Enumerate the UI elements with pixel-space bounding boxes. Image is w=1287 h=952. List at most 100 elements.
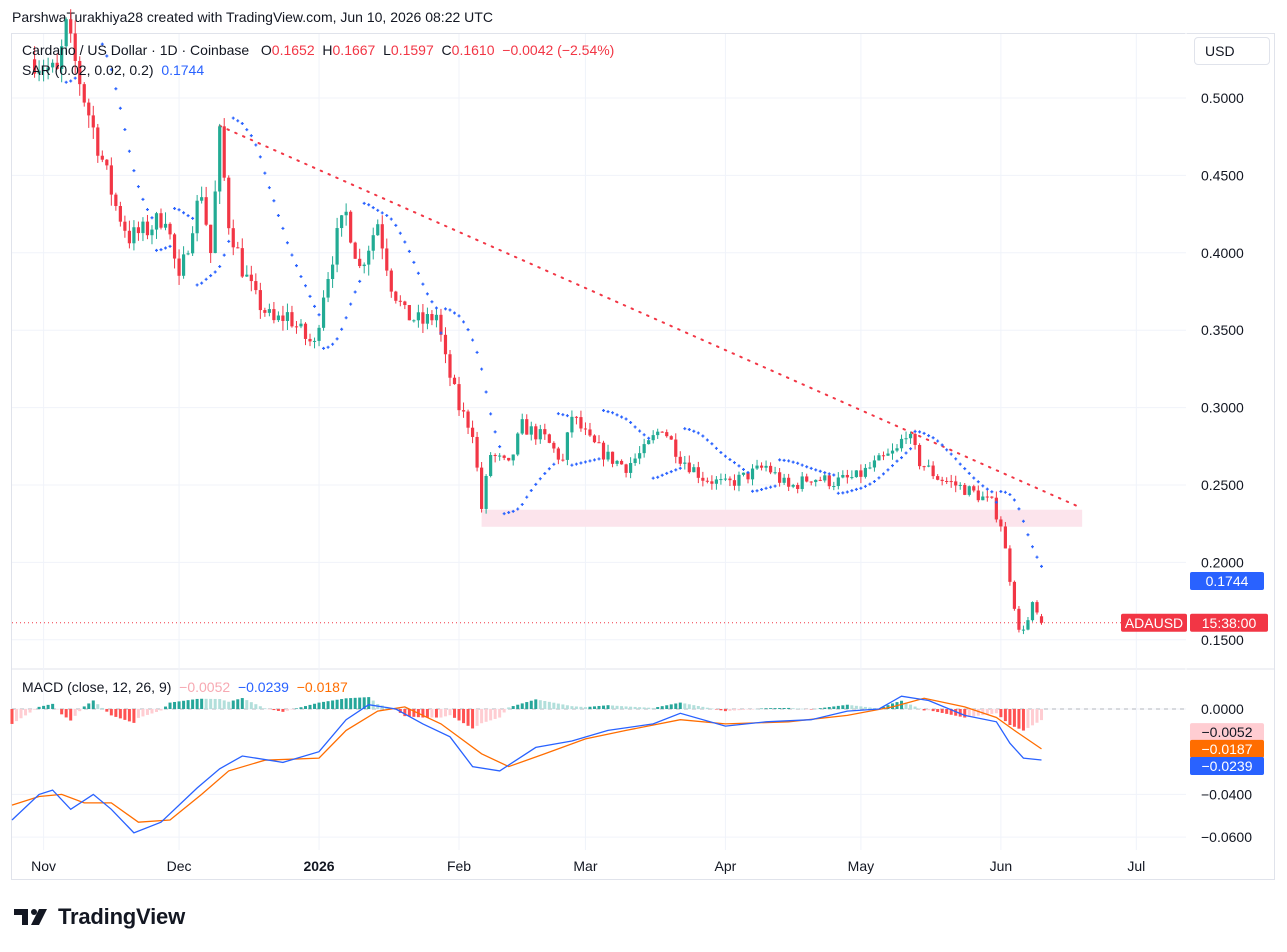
sar-dot (227, 239, 231, 243)
macd-histogram-bar (620, 706, 624, 709)
sar-dot (990, 490, 994, 494)
price-tick-label: 0.5000 (1201, 90, 1244, 106)
macd-histogram-bar (841, 705, 845, 709)
price-candle (574, 416, 579, 418)
close-label: C (441, 42, 452, 58)
macd-histogram-bar (55, 709, 59, 710)
price-candle (791, 484, 795, 487)
price-candle (231, 228, 235, 248)
macd-histogram-bar (227, 701, 231, 709)
price-candle (186, 253, 190, 255)
time-tick-label: Nov (31, 858, 56, 874)
sar-dot (823, 471, 827, 475)
price-candle (741, 472, 746, 475)
sar-dot (349, 302, 353, 306)
sar-dot (940, 443, 944, 447)
price-candle (489, 455, 493, 476)
macd-histogram-bar (782, 707, 786, 709)
sar-dot (814, 468, 818, 472)
price-candle (719, 479, 723, 481)
macd-histogram-bar (37, 706, 41, 709)
price-candle (335, 228, 339, 265)
price-candle (814, 479, 818, 483)
sar-dot (895, 459, 899, 463)
sar-dot (678, 466, 682, 470)
symbol-title[interactable]: Cardano / US Dollar · 1D · Coinbase (22, 42, 250, 58)
macd-histogram-bar (254, 704, 258, 709)
sar-dot (647, 436, 651, 440)
sar-label[interactable]: SAR (0.02, 0.02, 0.2) (22, 62, 154, 78)
price-candle (949, 481, 953, 483)
sar-dot (430, 300, 434, 304)
sar-dot (240, 121, 244, 125)
sar-dot (480, 367, 484, 371)
sar-legend[interactable]: SAR (0.02, 0.02, 0.2) 0.1744 (22, 62, 204, 78)
macd-label[interactable]: MACD (close, 12, 26, 9) (22, 679, 172, 695)
macd-histogram-bar (714, 709, 718, 710)
macd-histogram-bar (552, 702, 556, 709)
price-candle (1003, 526, 1007, 549)
sar-dot (827, 472, 831, 476)
price-candle (394, 291, 398, 301)
macd-histogram-bar (313, 703, 317, 709)
macd-histogram-bar (602, 705, 606, 709)
sar-dot (787, 459, 791, 463)
price-candle (136, 227, 141, 234)
macd-histogram-bar (73, 709, 77, 716)
macd-histogram-bar (696, 706, 700, 709)
macd-histogram-bar (891, 703, 894, 709)
macd-legend[interactable]: MACD (close, 12, 26, 9) −0.0052 −0.0239 … (22, 679, 348, 695)
macd-histogram-bar (114, 709, 118, 717)
sar-dot (326, 345, 330, 349)
price-candle (1021, 629, 1026, 631)
price-candle (177, 258, 181, 276)
macd-histogram-bar (177, 701, 181, 709)
price-candle (385, 248, 389, 271)
macd-histogram-bar (723, 709, 727, 712)
price-candle (412, 320, 416, 322)
sar-dot (299, 275, 303, 279)
price-candle (290, 312, 294, 327)
macd-histogram-bar (78, 709, 82, 712)
macd-histogram-bar (322, 701, 326, 709)
price-candle (999, 519, 1003, 527)
sar-dot (845, 490, 849, 494)
macd-histogram-bar (931, 709, 935, 712)
price-candle (642, 444, 646, 454)
macd-line-axis-badge: −0.0239 (1202, 758, 1253, 774)
sar-dot (416, 271, 420, 275)
price-candle (881, 455, 886, 457)
symbol-legend[interactable]: Cardano / US Dollar · 1D · Coinbase O0.1… (22, 42, 614, 58)
sar-dot (737, 464, 741, 468)
resistance-trendline (218, 124, 1084, 510)
price-candle (890, 450, 895, 454)
macd-histogram-bar (570, 706, 574, 709)
macd-histogram-bar (51, 703, 55, 709)
price-candle (931, 465, 935, 477)
macd-histogram-bar (994, 709, 998, 714)
price-candle (529, 426, 533, 435)
sar-dot (475, 350, 479, 354)
sar-dot (913, 430, 917, 434)
price-candle (281, 315, 285, 321)
price-candle (42, 70, 46, 72)
tradingview-logo[interactable]: TradingView (14, 903, 185, 931)
macd-histogram-bar (434, 709, 438, 718)
macd-histogram-bar (534, 699, 538, 709)
macd-histogram-bar (421, 709, 425, 718)
price-candle (376, 224, 380, 236)
price-candle (782, 477, 786, 483)
price-candle (976, 490, 980, 501)
sar-dot (836, 491, 840, 495)
sar-dot (863, 484, 867, 488)
sar-dot (462, 320, 466, 324)
macd-histogram-bar (845, 704, 849, 709)
sar-dot (367, 203, 371, 207)
currency-button[interactable]: USD (1194, 37, 1270, 65)
macd-histogram-bar (1021, 709, 1025, 731)
price-candle (371, 235, 375, 251)
sar-dot (313, 304, 317, 308)
sar-dot (909, 447, 913, 451)
price-candle (380, 224, 384, 249)
